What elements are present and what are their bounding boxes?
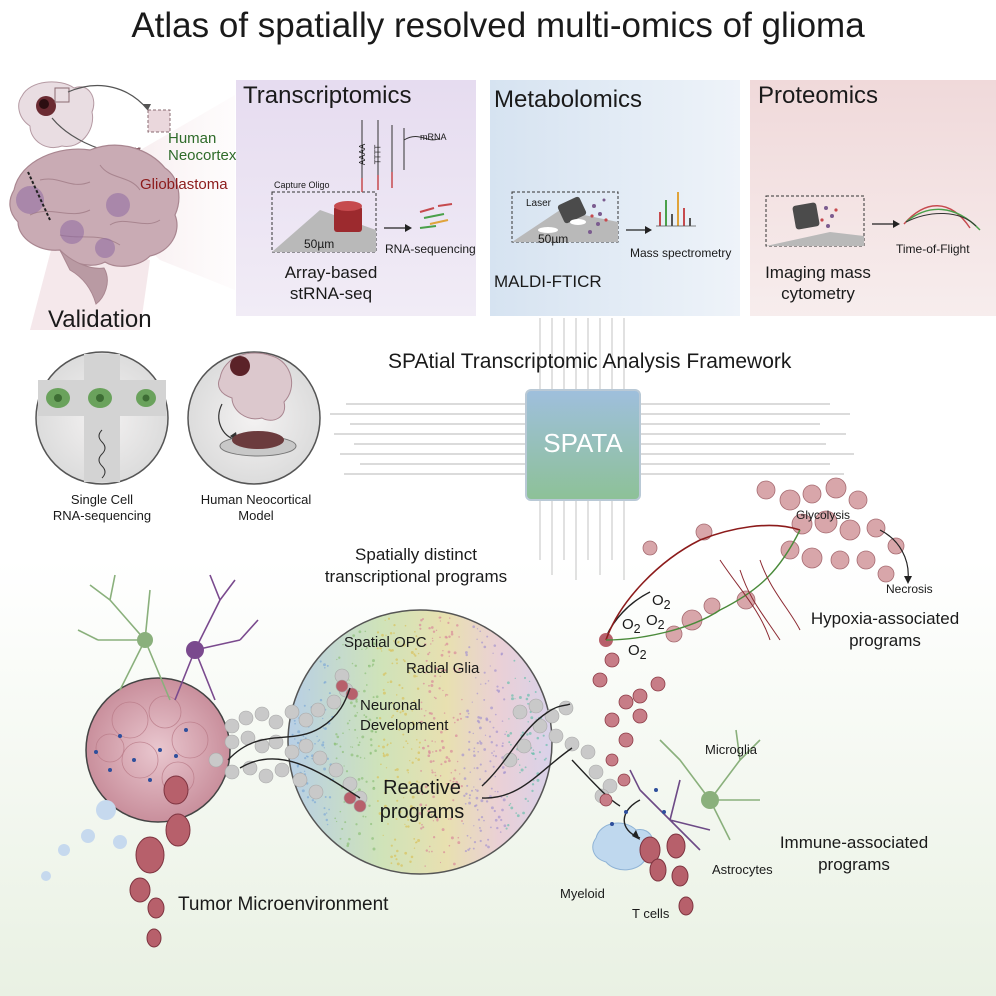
validation-heading: Validation bbox=[48, 306, 152, 333]
mrna-label: mRNA bbox=[420, 132, 447, 142]
capture-oligo-label: Capture Oligo bbox=[274, 180, 330, 190]
figure-title: Atlas of spatially resolved multi-omics … bbox=[131, 6, 865, 45]
metabolomics-heading: Metabolomics bbox=[494, 86, 643, 113]
single-cell-label: Single Cell RNA-sequencing bbox=[52, 492, 152, 523]
o2-label-4: O2 bbox=[628, 642, 647, 662]
o2-label-1: O2 bbox=[652, 592, 671, 612]
bead-chains bbox=[208, 668, 618, 813]
label-hypoxia-programs: Hypoxia-associated programs bbox=[810, 609, 960, 650]
label-immune-programs: Immune-associated programs bbox=[779, 833, 929, 874]
label-microglia: Microglia bbox=[705, 742, 758, 757]
transcriptomics-scale: 50µm bbox=[304, 237, 335, 251]
metabolomics-scale: 50µm bbox=[538, 232, 569, 246]
label-radial-glia: Radial Glia bbox=[406, 660, 480, 677]
label-neuronal-development: Neuronal Development bbox=[360, 697, 449, 734]
label-tumor-microenvironment: Tumor Microenvironment bbox=[178, 894, 389, 915]
label-necrosis: Necrosis bbox=[886, 582, 933, 596]
label-glycolysis: Glycolysis bbox=[796, 508, 851, 522]
poly-t-label: TTTT bbox=[373, 144, 383, 165]
label-myeloid: Myeloid bbox=[560, 886, 605, 901]
rna-seq-label: RNA-sequencing bbox=[385, 242, 476, 256]
framework-heading: SPAtial Transcriptomic Analysis Framewor… bbox=[388, 350, 792, 373]
neocortical-model-label: Human Neocortical Model bbox=[200, 492, 312, 523]
array-based-method: Array-based stRNA-seq bbox=[284, 263, 378, 303]
spata-chip-label: SPATA bbox=[543, 428, 623, 458]
label-human-neocortex: Human Neocortex bbox=[168, 130, 237, 164]
proteomics-heading: Proteomics bbox=[758, 82, 879, 109]
label-glioblastoma: Glioblastoma bbox=[140, 176, 228, 193]
mass-spec-label: Mass spectrometry bbox=[630, 246, 732, 260]
o2-label-3: O2 bbox=[646, 612, 665, 632]
imaging-mass-cytometry-method: Imaging mass cytometry bbox=[765, 263, 871, 303]
label-t-cells: T cells bbox=[632, 906, 670, 921]
transcriptomics-heading: Transcriptomics bbox=[243, 82, 412, 109]
tof-label: Time-of-Flight bbox=[896, 242, 970, 256]
poly-a-label: AAAA bbox=[358, 143, 368, 166]
label-reactive-programs: Reactive programs bbox=[379, 777, 465, 823]
programs-heading: Spatially distinct transcriptional progr… bbox=[324, 545, 508, 586]
label-astrocytes: Astrocytes bbox=[712, 862, 773, 877]
programs-speckle bbox=[291, 616, 548, 867]
maldi-method: MALDI-FTICR bbox=[494, 272, 602, 291]
label-spatial-opc: Spatial OPC bbox=[344, 634, 427, 651]
laser-label: Laser bbox=[526, 198, 552, 209]
o2-label-2: O2 bbox=[622, 616, 641, 636]
